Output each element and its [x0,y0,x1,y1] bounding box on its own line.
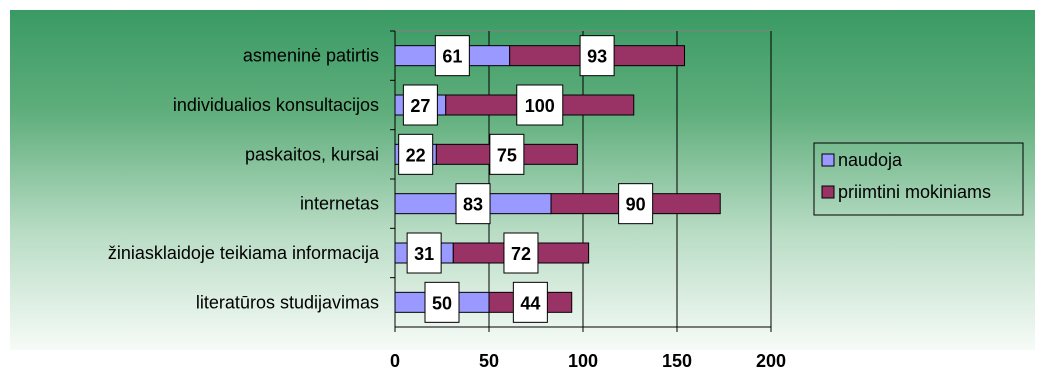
data-label: 90 [626,195,646,215]
category-label: paskaitos, kursai [245,144,379,164]
x-tick-label: 0 [390,351,400,371]
data-label: 93 [587,47,607,67]
data-label: 83 [463,195,483,215]
data-label-box [402,84,438,126]
data-label-box [455,183,491,225]
x-tick-label: 150 [662,351,692,371]
x-tick-label: 100 [568,351,598,371]
legend-swatch [821,185,835,199]
category-label: asmeninė patirtis [243,46,379,66]
data-label: 31 [414,244,434,264]
data-label-box [398,133,434,175]
category-label: žiniasklaidoje teikiama informacija [108,243,380,263]
data-label: 100 [525,96,555,116]
data-label-box [579,35,615,77]
legend-swatch [821,153,835,167]
data-label: 75 [497,145,517,165]
data-label: 44 [520,293,540,313]
data-label-box [512,281,548,323]
data-label-box [424,281,460,323]
data-label-box [406,232,442,274]
data-label-box [434,35,470,77]
legend-box [813,142,1024,216]
data-label: 22 [406,145,426,165]
category-label: internetas [300,194,379,214]
category-label: literatūros studijavimas [196,292,379,312]
data-label: 27 [410,96,430,116]
data-label: 50 [432,293,452,313]
data-label: 72 [511,244,531,264]
category-label: individualios konsultacijos [173,95,379,115]
x-tick-label: 200 [756,351,786,371]
data-label-box [516,84,564,126]
data-label: 61 [442,47,462,67]
x-tick-label: 50 [479,351,499,371]
legend-label: naudoja [838,150,903,170]
data-label-box [618,183,654,225]
data-label-box [489,133,525,175]
legend-label: priimtini mokiniams [838,182,991,202]
data-label-box [503,232,539,274]
